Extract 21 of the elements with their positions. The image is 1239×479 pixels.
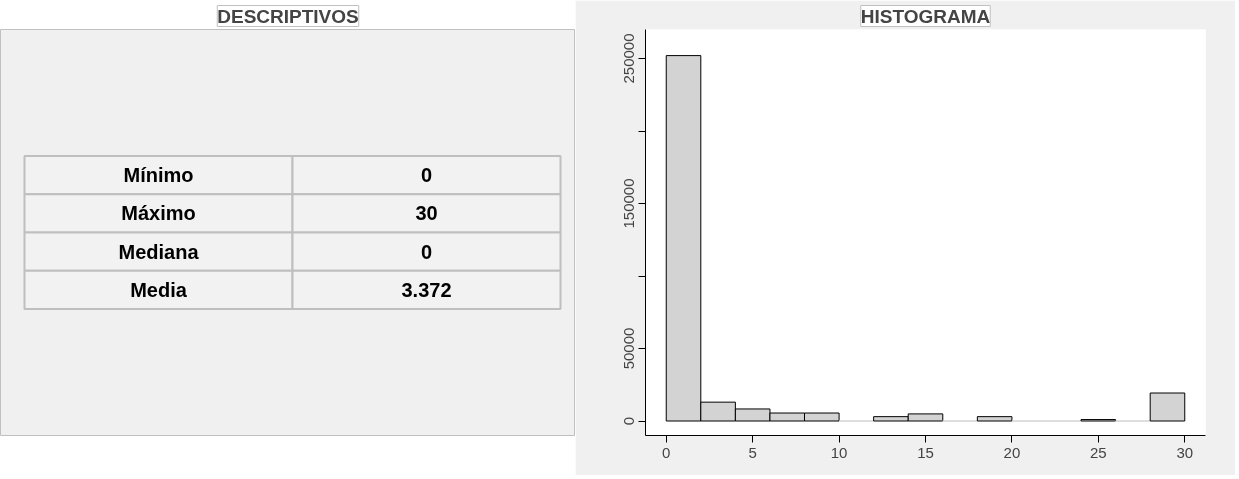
x-tick-label: 5 <box>748 443 757 461</box>
data-label: 3.372 <box>401 278 452 301</box>
data-label: 0 <box>420 240 433 263</box>
x-tick-label: 20 <box>1003 443 1021 461</box>
data-label: 0 <box>420 164 433 187</box>
data-label: 30 <box>415 202 438 225</box>
category-label: Máximo <box>121 202 196 225</box>
text: DESCRIPTIVOS <box>217 5 359 27</box>
x-tick-label: 10 <box>830 443 848 461</box>
x-tick-label: 0 <box>662 443 671 461</box>
chart-title: HISTOGRAMA <box>860 5 991 27</box>
x-tick-label: 30 <box>1176 443 1194 461</box>
x-tick-label: 25 <box>1090 443 1107 461</box>
category-label: Mediana <box>118 240 200 263</box>
y-tick-label: 250000 <box>619 33 637 84</box>
category-label: Media <box>130 278 188 301</box>
y-tick-label: 150000 <box>619 178 637 229</box>
category-label: Mínimo <box>123 164 194 187</box>
y-tick-label: 50000 <box>619 327 637 370</box>
y-tick-label: 0 <box>619 416 637 426</box>
x-tick-label: 15 <box>917 443 934 461</box>
